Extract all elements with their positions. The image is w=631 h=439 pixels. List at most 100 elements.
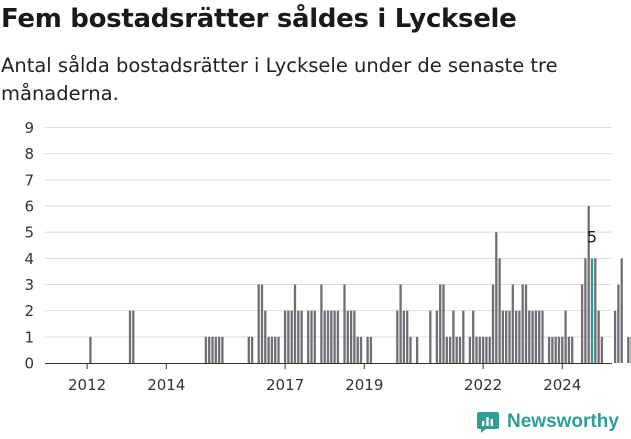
bar bbox=[571, 336, 574, 363]
bar bbox=[406, 310, 409, 363]
bar bbox=[313, 310, 316, 363]
bar bbox=[498, 258, 501, 363]
gridlines bbox=[45, 127, 612, 338]
bar bbox=[211, 336, 214, 363]
y-tick-label: 1 bbox=[24, 328, 34, 346]
bar bbox=[343, 284, 346, 363]
bar bbox=[333, 310, 336, 363]
bar bbox=[89, 336, 92, 363]
y-axis-ticks: 0 1 2 3 4 5 6 7 8 9 bbox=[24, 119, 34, 373]
bar bbox=[587, 206, 590, 363]
bar bbox=[567, 336, 571, 363]
bar bbox=[551, 336, 554, 363]
bar bbox=[132, 310, 135, 363]
bar bbox=[458, 336, 462, 363]
bar bbox=[511, 284, 514, 363]
bar bbox=[597, 310, 600, 363]
brand-logo: Newsworthy bbox=[476, 407, 619, 437]
bar bbox=[435, 310, 439, 363]
highlight-bar bbox=[590, 258, 594, 363]
bar bbox=[221, 336, 224, 363]
bar bbox=[326, 310, 330, 363]
bar bbox=[538, 310, 541, 363]
bar bbox=[613, 310, 617, 363]
bar bbox=[247, 336, 250, 363]
annotations: 5 bbox=[587, 227, 597, 246]
bar bbox=[217, 336, 221, 363]
bar bbox=[448, 336, 452, 363]
newsworthy-logo-icon bbox=[477, 412, 499, 433]
bar bbox=[250, 336, 254, 363]
bar bbox=[462, 310, 465, 363]
bar bbox=[274, 336, 277, 363]
bar bbox=[128, 310, 132, 363]
bar bbox=[531, 310, 534, 363]
bar bbox=[323, 310, 326, 363]
bar bbox=[534, 310, 538, 363]
bar bbox=[508, 310, 511, 363]
bar bbox=[524, 284, 528, 363]
bar bbox=[481, 336, 485, 363]
x-tick-label: 2012 bbox=[68, 376, 106, 394]
bar bbox=[346, 310, 349, 363]
bar bbox=[264, 310, 267, 363]
bar bbox=[505, 310, 508, 363]
chart-subtitle: Antal sålda bostadsrätter i Lycksele und… bbox=[1, 54, 558, 105]
bar bbox=[445, 336, 448, 363]
bar bbox=[399, 284, 402, 363]
bar bbox=[396, 310, 399, 363]
bar bbox=[442, 284, 445, 363]
bar bbox=[584, 258, 587, 363]
bar bbox=[307, 310, 310, 363]
x-tick-label: 2014 bbox=[147, 376, 185, 394]
bar bbox=[214, 336, 217, 363]
latest-value-label: 5 bbox=[587, 227, 597, 246]
bar bbox=[600, 336, 604, 363]
bar bbox=[204, 336, 208, 363]
bar bbox=[620, 258, 623, 363]
y-tick-label: 0 bbox=[24, 355, 34, 373]
bar bbox=[310, 310, 313, 363]
y-tick-label: 3 bbox=[24, 276, 34, 294]
bar bbox=[270, 336, 274, 363]
bar bbox=[257, 284, 260, 363]
bar bbox=[594, 258, 597, 363]
bar bbox=[369, 336, 373, 363]
bar bbox=[468, 336, 472, 363]
bar bbox=[554, 336, 557, 363]
bar bbox=[409, 336, 412, 363]
bar bbox=[478, 336, 481, 363]
bar bbox=[485, 336, 488, 363]
bar bbox=[330, 310, 333, 363]
y-tick-label: 7 bbox=[24, 171, 34, 189]
bar bbox=[320, 284, 323, 363]
y-tick-label: 2 bbox=[24, 302, 34, 320]
bar bbox=[528, 310, 531, 363]
chart-title: Fem bostadsrätter såldes i Lycksele bbox=[1, 4, 517, 34]
bar bbox=[260, 284, 264, 363]
bar bbox=[336, 310, 340, 363]
y-tick-label: 9 bbox=[24, 119, 34, 137]
bar bbox=[300, 310, 303, 363]
bar bbox=[564, 310, 567, 363]
bar bbox=[208, 336, 211, 363]
bar bbox=[501, 310, 505, 363]
y-tick-label: 6 bbox=[24, 198, 34, 216]
bar bbox=[439, 284, 442, 363]
bar bbox=[293, 284, 297, 363]
bar bbox=[366, 336, 369, 363]
bar bbox=[491, 284, 495, 363]
bar bbox=[415, 336, 419, 363]
bar bbox=[402, 310, 406, 363]
bar bbox=[521, 284, 524, 363]
bar bbox=[455, 336, 458, 363]
bar bbox=[452, 310, 455, 363]
bar bbox=[488, 336, 491, 363]
bar bbox=[353, 310, 356, 363]
brand-name: Newsworthy bbox=[507, 411, 619, 432]
bar bbox=[356, 336, 359, 363]
y-tick-label: 4 bbox=[24, 250, 34, 268]
x-axis-ticks: 2012 2014 2017 2019 2022 2024 bbox=[68, 363, 581, 394]
bar bbox=[547, 336, 551, 363]
